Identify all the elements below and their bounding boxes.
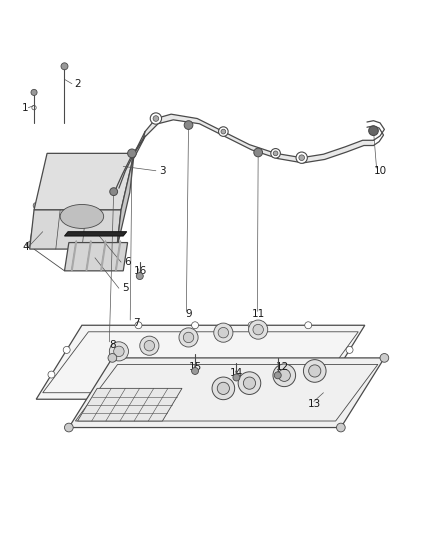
Text: 3: 3: [159, 166, 166, 176]
Circle shape: [89, 396, 96, 403]
Circle shape: [274, 372, 281, 379]
Circle shape: [305, 322, 312, 329]
Circle shape: [214, 323, 233, 342]
Circle shape: [219, 127, 228, 136]
Circle shape: [61, 63, 68, 70]
Circle shape: [253, 325, 263, 335]
Circle shape: [271, 149, 280, 158]
Text: 9: 9: [185, 309, 192, 319]
Polygon shape: [34, 154, 134, 210]
Circle shape: [380, 353, 389, 362]
Text: 14: 14: [230, 368, 243, 378]
Text: 2: 2: [74, 79, 81, 88]
Circle shape: [212, 377, 235, 400]
Circle shape: [153, 116, 159, 122]
Circle shape: [110, 188, 117, 196]
Circle shape: [259, 396, 266, 403]
Circle shape: [135, 322, 142, 329]
Circle shape: [296, 152, 307, 163]
Circle shape: [248, 322, 255, 329]
Circle shape: [191, 367, 198, 375]
Circle shape: [304, 360, 326, 382]
Circle shape: [96, 203, 102, 208]
Circle shape: [346, 346, 353, 353]
Text: 13: 13: [308, 399, 321, 409]
Circle shape: [273, 364, 296, 386]
Polygon shape: [30, 210, 121, 249]
Circle shape: [108, 353, 117, 362]
Circle shape: [221, 129, 226, 134]
Text: 10: 10: [374, 166, 387, 176]
Circle shape: [63, 346, 70, 353]
Text: 16: 16: [134, 266, 147, 276]
Circle shape: [48, 371, 55, 378]
Ellipse shape: [60, 205, 104, 229]
Circle shape: [33, 203, 39, 208]
Circle shape: [114, 346, 124, 357]
Circle shape: [136, 272, 143, 279]
Polygon shape: [36, 325, 365, 399]
Text: 4: 4: [22, 242, 28, 252]
Text: 11: 11: [251, 309, 265, 319]
Polygon shape: [78, 389, 182, 421]
Circle shape: [278, 369, 290, 382]
Text: 1: 1: [22, 103, 28, 112]
Circle shape: [336, 423, 345, 432]
Circle shape: [233, 374, 240, 381]
Circle shape: [331, 371, 338, 378]
Polygon shape: [64, 243, 127, 271]
Polygon shape: [30, 206, 99, 245]
Polygon shape: [69, 358, 385, 427]
Circle shape: [191, 322, 198, 329]
Circle shape: [299, 155, 304, 160]
Circle shape: [90, 241, 96, 248]
Circle shape: [309, 365, 321, 377]
Circle shape: [238, 372, 261, 394]
Circle shape: [369, 126, 378, 135]
Circle shape: [127, 149, 136, 158]
Text: 15: 15: [188, 361, 201, 372]
Circle shape: [110, 342, 128, 361]
Text: 5: 5: [122, 283, 129, 293]
Polygon shape: [134, 114, 374, 163]
Circle shape: [184, 120, 193, 130]
Text: 8: 8: [109, 340, 116, 350]
Circle shape: [144, 341, 155, 351]
Circle shape: [179, 328, 198, 347]
Circle shape: [273, 151, 278, 156]
Circle shape: [254, 148, 262, 157]
Circle shape: [140, 336, 159, 356]
Circle shape: [146, 396, 153, 403]
Circle shape: [31, 90, 37, 95]
Circle shape: [244, 377, 255, 389]
Text: 12: 12: [276, 361, 289, 372]
Circle shape: [202, 396, 209, 403]
Text: 7: 7: [133, 318, 140, 328]
Circle shape: [64, 423, 73, 432]
Polygon shape: [117, 154, 134, 249]
Circle shape: [249, 320, 268, 339]
Circle shape: [217, 382, 230, 394]
Circle shape: [27, 241, 33, 248]
Text: 6: 6: [124, 257, 131, 267]
Circle shape: [184, 332, 194, 343]
Circle shape: [218, 327, 229, 338]
Circle shape: [150, 113, 162, 124]
Polygon shape: [64, 232, 127, 236]
